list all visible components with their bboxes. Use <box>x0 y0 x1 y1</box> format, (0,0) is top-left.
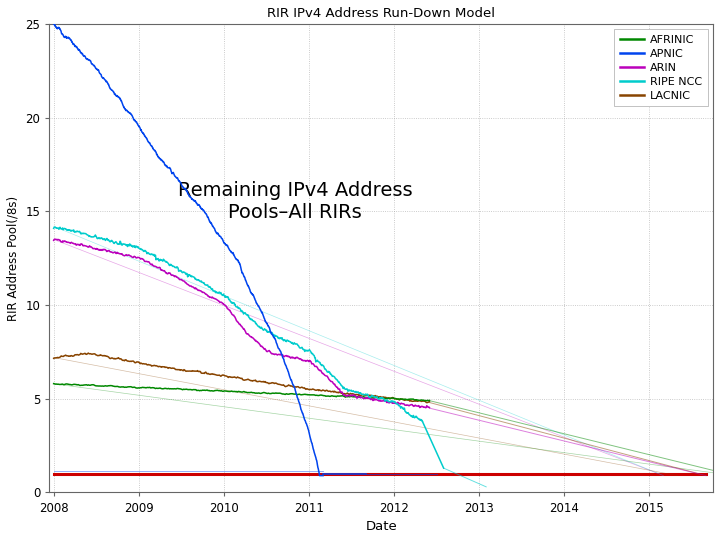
Y-axis label: RIR Address Pool(/8s): RIR Address Pool(/8s) <box>7 195 20 321</box>
Text: Remaining IPv4 Address
Pools–All RIRs: Remaining IPv4 Address Pools–All RIRs <box>178 181 413 222</box>
Legend: AFRINIC, APNIC, ARIN, RIPE NCC, LACNIC: AFRINIC, APNIC, ARIN, RIPE NCC, LACNIC <box>614 30 708 106</box>
X-axis label: Date: Date <box>365 520 397 533</box>
Title: RIR IPv4 Address Run-Down Model: RIR IPv4 Address Run-Down Model <box>267 7 495 20</box>
